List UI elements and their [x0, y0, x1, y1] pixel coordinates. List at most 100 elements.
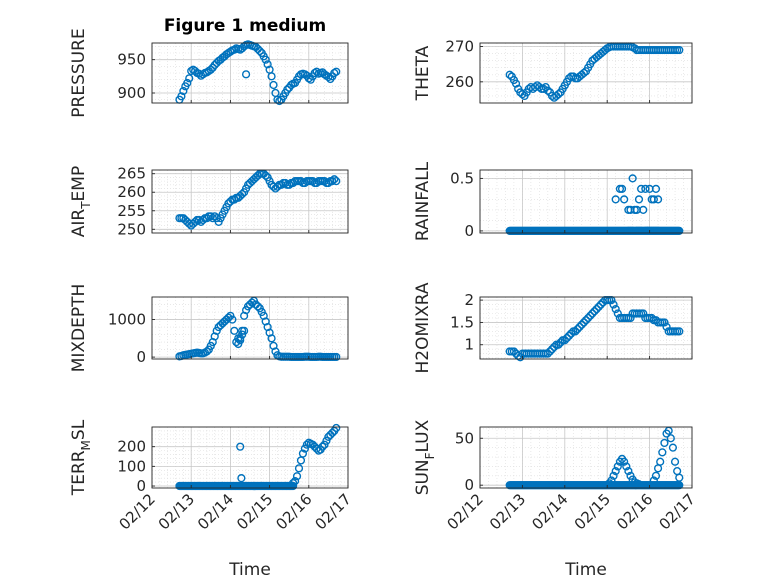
data-point — [575, 322, 584, 331]
axes-box — [479, 169, 693, 234]
data-point — [620, 195, 629, 204]
data-point — [179, 86, 188, 96]
data-point — [518, 90, 527, 99]
data-point — [613, 309, 622, 318]
y-axis-label: PRESSURE — [69, 28, 89, 117]
data-point — [653, 195, 663, 204]
series-markers — [175, 169, 341, 230]
data-point — [675, 473, 684, 482]
series-markers — [175, 40, 341, 106]
data-point — [647, 313, 656, 323]
data-point — [230, 195, 239, 204]
data-point — [656, 457, 665, 466]
axes-box — [151, 42, 349, 104]
data-point — [330, 68, 339, 78]
y-tick-label: 255 — [117, 202, 146, 220]
y-tick-label: 900 — [117, 84, 146, 102]
y-tick-label: 270 — [445, 38, 474, 56]
data-point — [511, 79, 521, 88]
data-point — [267, 72, 276, 81]
data-point — [185, 74, 194, 83]
figure-title: Figure 1 medium — [164, 16, 326, 36]
data-point — [577, 320, 586, 329]
data-point — [579, 318, 588, 327]
data-point — [609, 471, 618, 480]
data-point — [505, 70, 514, 79]
data-point — [292, 472, 302, 481]
data-point — [328, 428, 337, 438]
y-tick-label: 100 — [117, 457, 146, 475]
series-markers — [505, 426, 684, 490]
data-point — [230, 45, 239, 54]
data-point — [261, 55, 270, 64]
data-point — [302, 440, 311, 449]
data-point — [287, 80, 296, 90]
data-point — [255, 46, 264, 56]
data-point — [237, 474, 246, 483]
data-point — [308, 177, 317, 186]
data-point — [273, 182, 282, 191]
data-point — [554, 90, 563, 99]
data-point — [269, 80, 278, 90]
subplot-rainfall: 0 0.5 RAINFALL — [413, 161, 693, 241]
data-point — [224, 313, 233, 322]
data-point — [332, 352, 341, 362]
data-point — [322, 436, 331, 445]
data-point — [230, 326, 239, 335]
data-point — [581, 316, 591, 325]
data-point — [289, 481, 298, 491]
y-axis-label-rest: EMP — [69, 166, 89, 202]
data-point — [658, 448, 667, 457]
data-point — [556, 338, 565, 347]
data-point — [641, 184, 650, 194]
x-axis-label: Time — [564, 560, 607, 580]
subplot-grid: 900 950 PRESSURE 260 270 THETA 250255260265AIR… — [69, 28, 699, 580]
data-point — [240, 326, 249, 335]
data-point — [543, 86, 552, 95]
data-point — [183, 78, 192, 88]
y-tick-label: 265 — [117, 165, 146, 183]
y-axis-label-main: SUN — [413, 459, 433, 495]
y-axis-label-subscript: T — [79, 201, 93, 210]
y-axis-label: THETA — [413, 45, 433, 101]
data-point — [194, 69, 204, 78]
data-point — [320, 440, 329, 449]
data-point — [626, 313, 635, 323]
y-axis-label: SUNFLUX — [413, 419, 437, 495]
y-tick-label: 0 — [136, 477, 146, 495]
data-point — [191, 217, 200, 226]
data-point — [594, 302, 603, 311]
axes-box — [479, 426, 693, 489]
data-point — [300, 444, 309, 453]
data-point — [543, 349, 552, 358]
data-point — [662, 322, 671, 331]
axes-box — [479, 42, 693, 104]
y-axis-label: H2OMIXRA — [413, 282, 433, 373]
data-point — [617, 184, 627, 194]
data-point — [637, 184, 646, 194]
data-point — [622, 462, 631, 471]
data-point — [332, 177, 341, 186]
data-point — [324, 178, 333, 188]
y-tick-label: 260 — [445, 73, 474, 91]
y-tick-label: 0 — [464, 476, 474, 494]
axes-box — [151, 426, 349, 489]
data-point — [298, 449, 308, 458]
data-point — [609, 300, 618, 309]
data-point — [550, 342, 559, 352]
data-point — [198, 70, 208, 79]
data-point — [241, 70, 251, 79]
y-tick-label: 950 — [117, 51, 146, 69]
data-point — [267, 334, 276, 343]
data-point — [247, 298, 257, 307]
data-point — [202, 347, 211, 356]
data-point — [289, 478, 298, 488]
data-point — [318, 442, 327, 451]
data-point — [332, 423, 341, 433]
data-point — [304, 74, 313, 83]
data-point — [586, 311, 595, 320]
subplot-mixdepth: 0 1000 MIXDEPTH — [69, 284, 349, 372]
y-axis-label: TERRMSL — [69, 419, 93, 496]
